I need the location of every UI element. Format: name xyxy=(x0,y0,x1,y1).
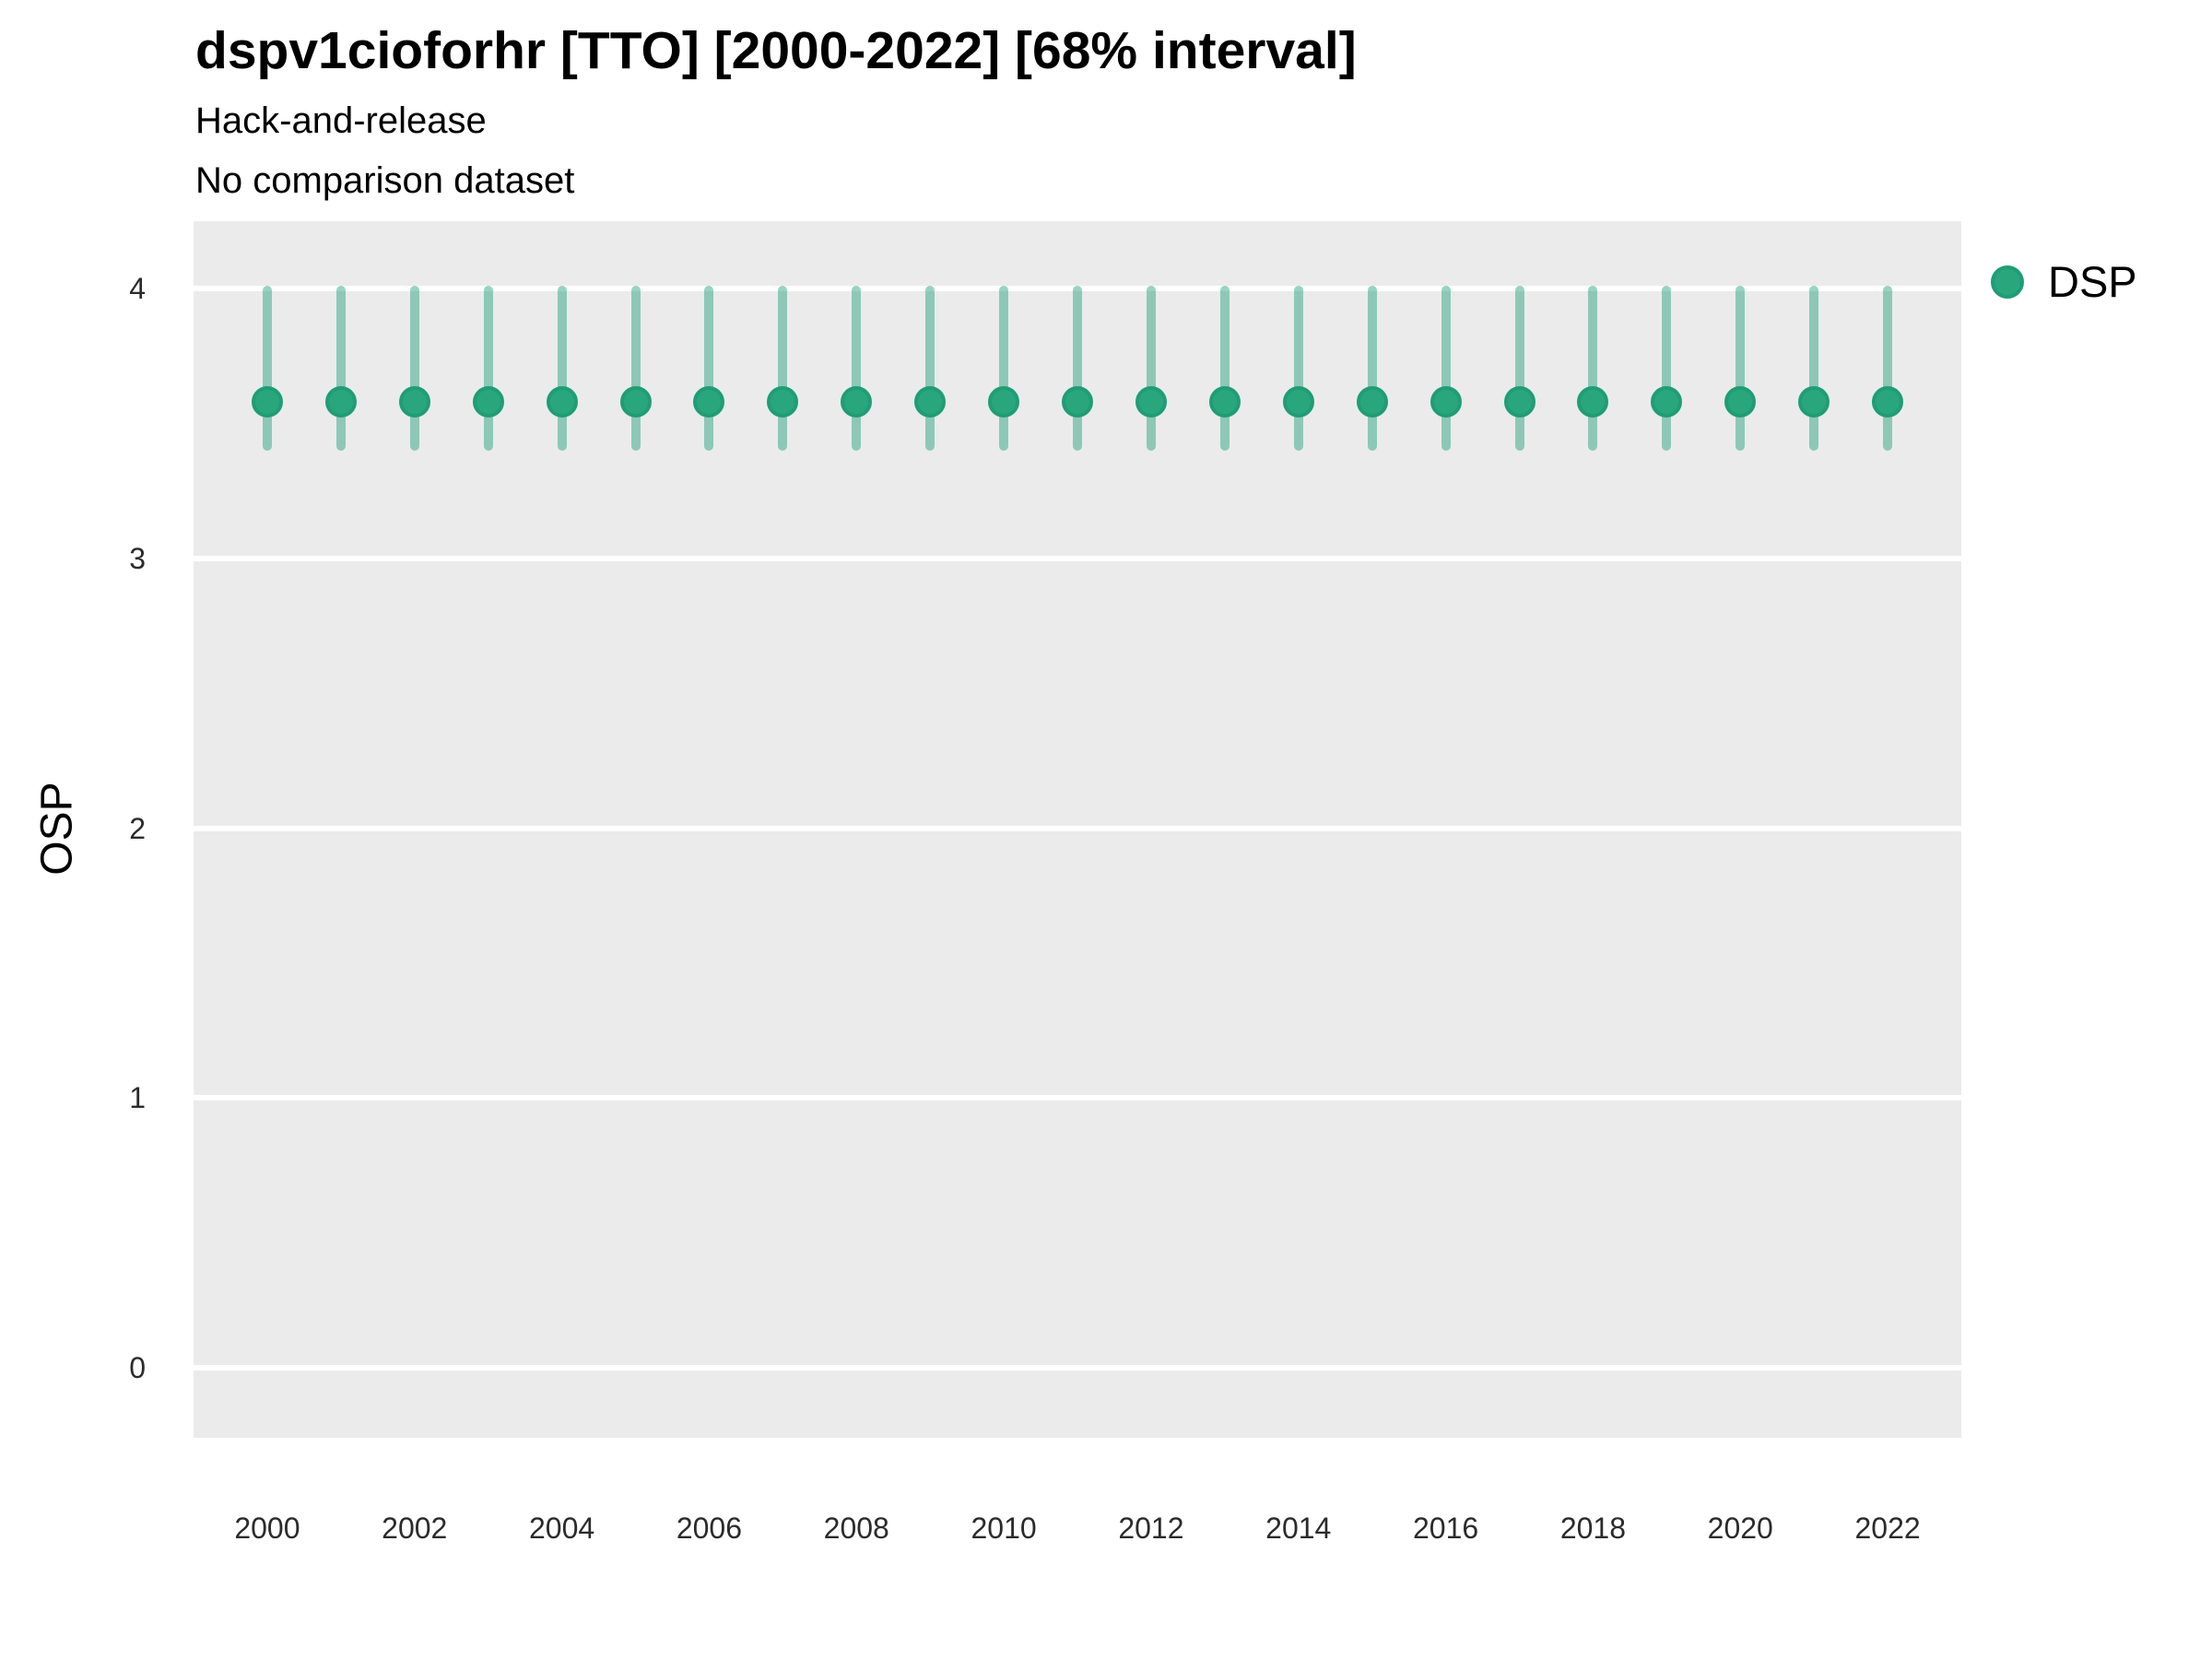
x-tick-label-2006: 2006 xyxy=(676,1512,742,1545)
data-point-2000 xyxy=(251,386,283,418)
x-tick-label-2016: 2016 xyxy=(1412,1512,1479,1545)
data-point-2020 xyxy=(1724,386,1757,418)
chart-subtitle-line1: Hack-and-release xyxy=(195,100,487,141)
interval-bar-2020 xyxy=(1735,286,1746,451)
interval-bar-2007 xyxy=(778,286,788,451)
data-point-2002 xyxy=(398,386,430,418)
interval-bar-2015 xyxy=(1367,286,1377,451)
data-point-2019 xyxy=(1651,386,1683,418)
plot-panel xyxy=(194,221,1961,1438)
data-point-2017 xyxy=(1503,386,1535,418)
data-point-2012 xyxy=(1135,386,1167,418)
legend: DSP xyxy=(1991,256,2137,307)
legend-point-swatch xyxy=(1991,265,2024,299)
y-tick-label-4: 4 xyxy=(129,272,146,306)
interval-bar-2006 xyxy=(704,286,714,451)
x-tick-label-2002: 2002 xyxy=(382,1512,448,1545)
interval-bar-2013 xyxy=(1219,286,1230,451)
gridline-y-3 xyxy=(194,555,1961,561)
data-point-2009 xyxy=(914,386,947,418)
x-tick-label-2022: 2022 xyxy=(1854,1512,1921,1545)
x-tick-label-2004: 2004 xyxy=(528,1512,595,1545)
interval-bar-2011 xyxy=(1073,286,1082,451)
x-tick-label-2010: 2010 xyxy=(971,1512,1037,1545)
interval-bar-2021 xyxy=(1809,286,1819,451)
data-point-2021 xyxy=(1798,386,1830,418)
interval-bar-2017 xyxy=(1514,286,1524,451)
data-point-2005 xyxy=(619,386,652,418)
x-tick-label-2008: 2008 xyxy=(823,1512,889,1545)
data-point-2018 xyxy=(1577,386,1609,418)
x-tick-label-2014: 2014 xyxy=(1265,1512,1332,1545)
x-tick-label-2018: 2018 xyxy=(1559,1512,1626,1545)
gridline-y-0 xyxy=(194,1364,1961,1371)
legend-label: DSP xyxy=(2048,257,2137,306)
interval-bar-2014 xyxy=(1293,286,1303,451)
data-point-2013 xyxy=(1208,386,1241,418)
gridline-y-2 xyxy=(194,825,1961,831)
interval-bar-2019 xyxy=(1662,286,1672,451)
data-point-2015 xyxy=(1356,386,1388,418)
y-tick-label-1: 1 xyxy=(129,1081,146,1115)
data-point-2004 xyxy=(546,386,578,418)
interval-bar-2001 xyxy=(335,286,346,451)
data-point-2014 xyxy=(1282,386,1314,418)
y-tick-label-3: 3 xyxy=(129,541,146,575)
interval-bar-2002 xyxy=(409,286,419,451)
chart-subtitle-line2: No comparison dataset xyxy=(195,160,575,201)
interval-bar-2009 xyxy=(925,286,935,451)
data-point-2007 xyxy=(767,386,799,418)
data-point-2003 xyxy=(472,386,504,418)
interval-bar-2016 xyxy=(1441,286,1451,451)
interval-bar-2008 xyxy=(852,286,862,451)
y-tick-label-0: 0 xyxy=(129,1350,146,1384)
data-point-2011 xyxy=(1062,386,1093,418)
gridline-y-4 xyxy=(194,286,1961,292)
x-tick-label-2012: 2012 xyxy=(1118,1512,1184,1545)
data-point-2001 xyxy=(324,386,357,418)
interval-bar-2018 xyxy=(1588,286,1598,451)
interval-bar-2004 xyxy=(557,286,567,451)
data-point-2022 xyxy=(1872,386,1904,418)
chart-title: dspv1cioforhr [TTO] [2000-2022] [68% int… xyxy=(195,21,1357,80)
interval-bar-2003 xyxy=(483,286,493,451)
interval-bar-2022 xyxy=(1883,286,1893,451)
x-tick-label-2000: 2000 xyxy=(234,1512,300,1545)
data-point-2008 xyxy=(841,386,873,418)
gridline-y-1 xyxy=(194,1095,1961,1101)
y-axis-title: OSP xyxy=(32,782,82,876)
interval-bar-2010 xyxy=(999,286,1009,451)
interval-bar-2000 xyxy=(262,286,272,451)
x-tick-label-2020: 2020 xyxy=(1707,1512,1773,1545)
data-point-2016 xyxy=(1430,386,1462,418)
interval-bar-2005 xyxy=(630,286,641,451)
data-point-2006 xyxy=(693,386,725,418)
y-tick-label-2: 2 xyxy=(129,811,146,845)
interval-bar-2012 xyxy=(1146,286,1156,451)
data-point-2010 xyxy=(988,386,1020,418)
